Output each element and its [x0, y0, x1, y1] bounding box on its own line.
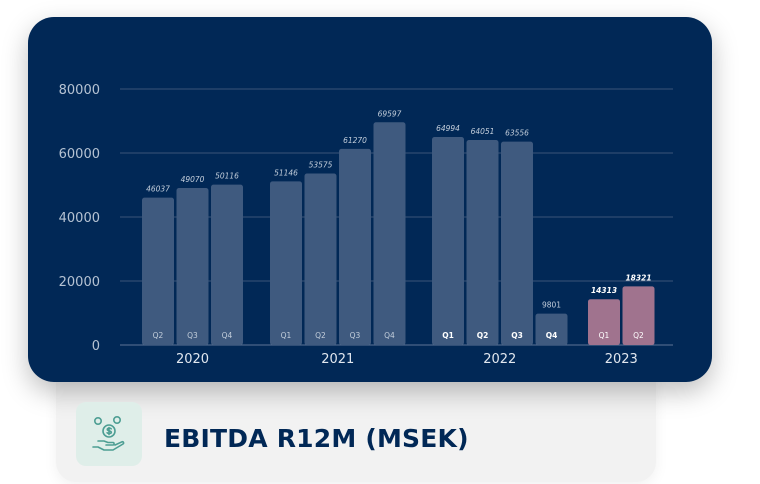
data-label: 50116	[215, 172, 239, 181]
bar	[339, 148, 371, 345]
quarter-label: Q2	[153, 331, 164, 340]
data-label: 69597	[378, 109, 402, 118]
icon-box	[76, 402, 142, 466]
y-tick-label: 80000	[59, 83, 100, 98]
bar	[142, 197, 174, 345]
data-label: 61270	[343, 136, 367, 145]
bar	[270, 181, 302, 345]
bar	[588, 299, 620, 345]
quarter-label: Q3	[350, 331, 361, 340]
year-label: 2022	[483, 352, 516, 367]
year-label: 2023	[605, 352, 638, 367]
quarter-label: Q4	[546, 331, 558, 340]
bar	[501, 141, 533, 345]
quarter-label: Q2	[477, 331, 489, 340]
quarter-label: Q3	[187, 331, 198, 340]
year-label: 2020	[176, 352, 209, 367]
data-label: 53575	[309, 161, 333, 170]
data-label: 18321	[625, 273, 651, 282]
quarter-label: Q3	[511, 331, 523, 340]
y-tick-label: 0	[92, 339, 100, 354]
year-label: 2021	[321, 352, 354, 367]
chart-title: EBITDA R12M (MSEK)	[164, 424, 469, 453]
data-label: 51146	[274, 168, 298, 177]
quarter-label: Q2	[315, 331, 326, 340]
data-label: 9801	[542, 301, 561, 310]
chart-card: 0 20000 40000 60000 80000 46037 Q2 49070 Q3 50116…	[28, 17, 712, 382]
quarter-label: Q4	[384, 331, 395, 340]
data-label: 64051	[471, 127, 495, 136]
quarter-label: Q1	[281, 331, 292, 340]
bar	[176, 187, 209, 345]
bar	[373, 122, 406, 345]
hand-coins-icon	[92, 415, 125, 451]
bar	[432, 137, 464, 345]
data-label: 46037	[146, 185, 170, 194]
data-label: 49070	[181, 175, 205, 184]
data-label: 64994	[436, 124, 460, 133]
y-tick-label: 60000	[59, 147, 100, 162]
bar	[304, 173, 337, 345]
data-label: 63556	[505, 129, 529, 138]
quarter-label: Q2	[633, 331, 644, 340]
y-tick-label: 20000	[59, 275, 100, 290]
y-tick-label: 40000	[59, 211, 100, 226]
bar	[535, 313, 568, 345]
bar	[211, 184, 243, 345]
quarter-label: Q4	[222, 331, 233, 340]
bar	[622, 286, 655, 345]
quarter-label: Q1	[442, 331, 454, 340]
quarter-label: Q1	[599, 331, 610, 340]
ebitda-bar-chart: 0 20000 40000 60000 80000 46037 Q2 49070 Q3 50116…	[59, 83, 673, 367]
bar	[466, 140, 499, 345]
data-label: 14313	[591, 286, 617, 295]
